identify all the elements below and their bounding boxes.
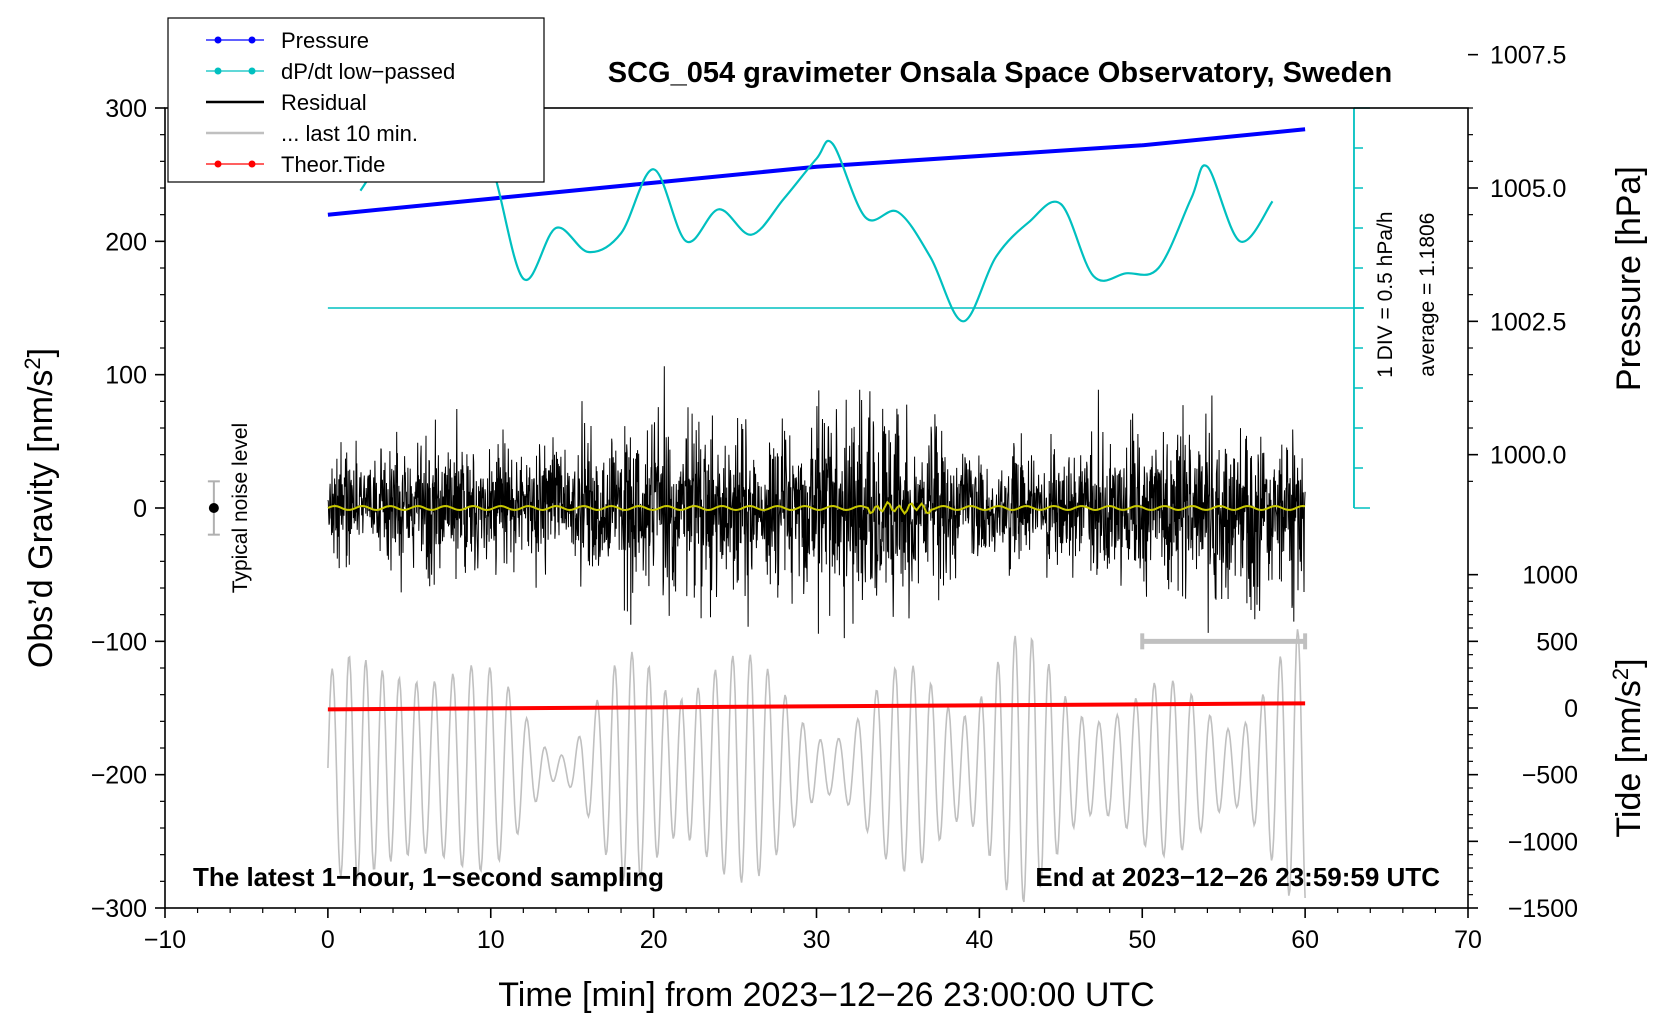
pressure-tick-label: 1000.0 xyxy=(1490,442,1566,470)
legend-label: dP/dt low−passed xyxy=(281,59,455,84)
series-theor-tide-line xyxy=(327,701,1306,712)
noise-level-label: Typical noise level xyxy=(229,423,252,593)
legend-swatch-marker xyxy=(248,160,256,168)
tide-tick-label: 500 xyxy=(1536,628,1578,656)
x-tick-label: 10 xyxy=(477,926,505,954)
y-tick-label: −300 xyxy=(91,895,147,923)
x-tick-label: 30 xyxy=(803,926,831,954)
legend-label: Theor.Tide xyxy=(281,152,385,177)
y-tick-label: −100 xyxy=(91,628,147,656)
x-tick-label: 40 xyxy=(965,926,993,954)
chart-title: SCG_054 gravimeter Onsala Space Observat… xyxy=(608,57,1392,89)
annotation-end-time: End at 2023−12−26 23:59:59 UTC xyxy=(1035,862,1440,892)
x-tick-label: 70 xyxy=(1454,926,1482,954)
x-tick-label: 60 xyxy=(1291,926,1319,954)
tide-tick-label: 1000 xyxy=(1522,562,1578,590)
legend-label: Pressure xyxy=(281,28,369,53)
noise-level-point xyxy=(208,503,219,513)
annotation-sampling: The latest 1−hour, 1−second sampling xyxy=(193,862,664,892)
x-tick-label: −10 xyxy=(144,926,186,954)
y-tick-label: −200 xyxy=(91,762,147,790)
scale-average-label: average = 1.1806 xyxy=(1416,213,1439,377)
scale-div-label: 1 DIV = 0.5 hPa/h xyxy=(1374,211,1397,377)
legend-swatch-marker xyxy=(248,67,256,75)
y-axis-label-tide-sup: 2 xyxy=(1608,668,1633,680)
pressure-tick-label: 1007.5 xyxy=(1490,42,1566,70)
y-axis-label-left: Obs’d Gravity [nm/s2] xyxy=(20,348,60,668)
y-tick-label: 200 xyxy=(105,228,147,256)
tide-tick-label: −500 xyxy=(1522,762,1578,790)
legend-swatch-marker xyxy=(214,36,222,44)
x-tick-label: 50 xyxy=(1128,926,1156,954)
pressure-tick-label: 1002.5 xyxy=(1490,308,1566,336)
pressure-tick-label: 1005.0 xyxy=(1490,175,1566,203)
legend-label: Residual xyxy=(281,90,367,115)
y-axis-label-left-text: Obs’d Gravity [nm/s xyxy=(22,370,60,669)
y-axis-label-left-sup: 2 xyxy=(20,357,45,369)
series-last-10-min-line xyxy=(327,629,1306,903)
tide-tick-label: −1500 xyxy=(1508,895,1578,923)
tide-tick-label: −1000 xyxy=(1508,828,1578,856)
y-tick-label: 0 xyxy=(133,495,147,523)
x-tick-label: 0 xyxy=(321,926,335,954)
axes: −10 0 10 20 30 40 50 60 70−300−200−1000100200300… xyxy=(91,42,1578,954)
legend-swatch-marker xyxy=(248,36,256,44)
plot-data xyxy=(207,107,1370,903)
legend-swatch-marker xyxy=(214,160,222,168)
legend: Pressure dP/dt low−passed Residual ... last… xyxy=(167,17,545,183)
y-axis-label-tide-text: Tide [nm/s xyxy=(1610,680,1648,837)
series-residual-lowpass-line xyxy=(327,500,1306,516)
series-pressure-line xyxy=(327,127,1306,217)
y-axis-label-left-close: ] xyxy=(22,348,60,357)
x-tick-label: 20 xyxy=(640,926,668,954)
x-axis-label: Time [min] from 2023−12−26 23:00:00 UTC xyxy=(498,976,1154,1014)
tide-tick-label: 0 xyxy=(1564,695,1578,723)
y-axis-label-tide-close: ] xyxy=(1610,658,1648,667)
y-axis-label-tide: Tide [nm/s2] xyxy=(1608,658,1648,837)
legend-swatch-marker xyxy=(214,67,222,75)
legend-box xyxy=(167,17,545,183)
series-residual-line xyxy=(327,366,1306,639)
y-tick-label: 300 xyxy=(105,95,147,123)
series-dpdt-line xyxy=(359,123,1274,323)
y-tick-label: 100 xyxy=(105,362,147,390)
legend-label: ... last 10 min. xyxy=(281,121,418,146)
y-axis-label-pressure: Pressure [hPa] xyxy=(1610,166,1648,391)
